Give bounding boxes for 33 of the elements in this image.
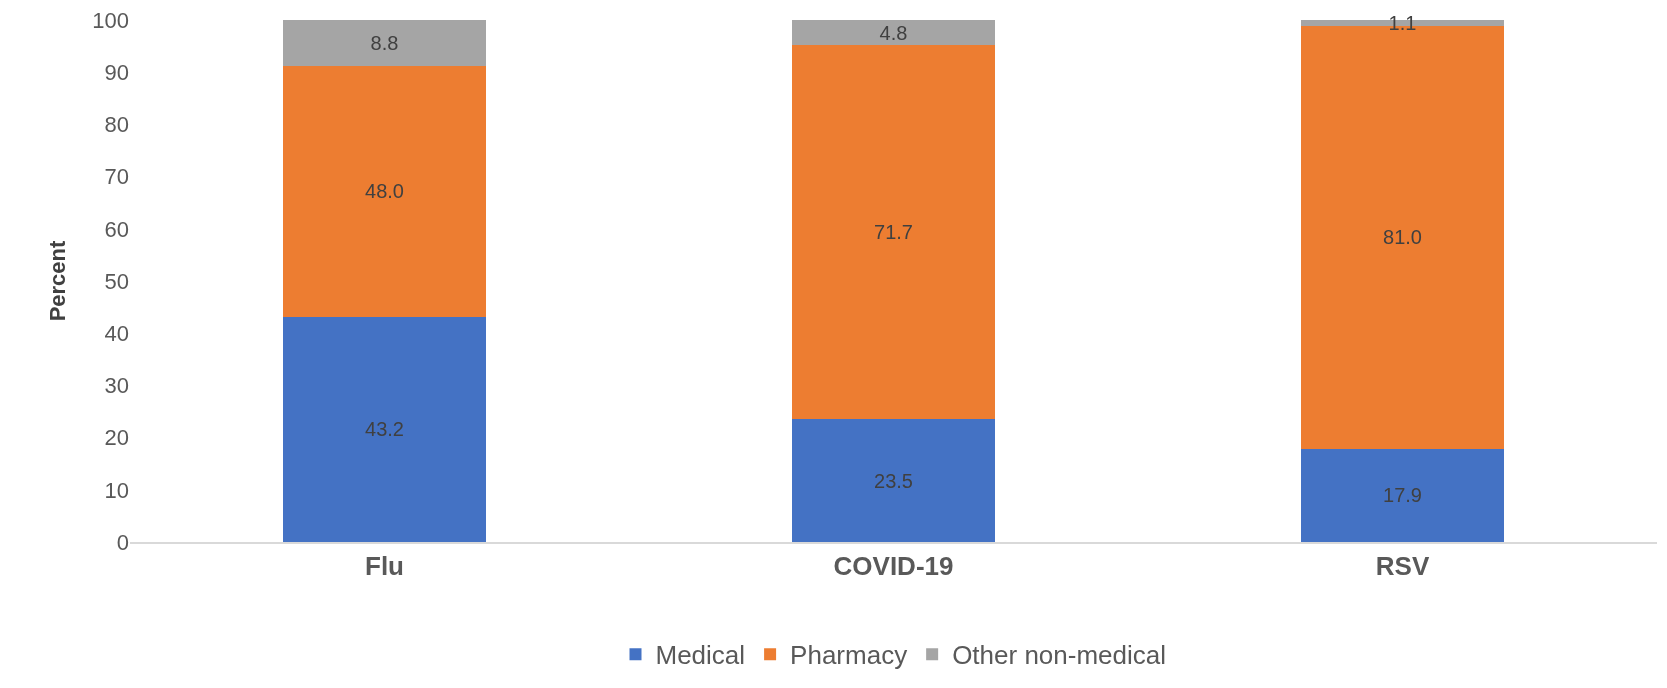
data-label: 43.2 — [365, 418, 404, 441]
bar — [791, 419, 996, 542]
x-tick-label: Flu — [365, 550, 404, 581]
bar — [282, 316, 487, 542]
y-tick-label: 40 — [104, 320, 129, 346]
data-label: 8.8 — [370, 31, 399, 54]
y-tick-label: 100 — [92, 7, 129, 33]
bar — [282, 20, 487, 66]
data-label: 23.5 — [874, 469, 913, 492]
y-tick-label: 20 — [104, 425, 129, 451]
legend-label: Medical — [655, 640, 746, 671]
data-label: 81.0 — [1383, 226, 1422, 249]
data-label: 71.7 — [874, 221, 913, 244]
y-tick-label: 50 — [104, 268, 129, 294]
data-label: 48.0 — [365, 180, 404, 203]
bar — [1300, 448, 1505, 542]
y-tick-label: 30 — [104, 373, 129, 399]
x-tick-label: COVID-19 — [833, 550, 954, 581]
y-axis-title: Percent — [45, 239, 71, 322]
y-tick-label: 90 — [104, 59, 129, 85]
data-label: 17.9 — [1383, 484, 1422, 507]
legend-label: Other non-medical — [952, 640, 1167, 671]
y-tick-label: 80 — [104, 112, 129, 138]
x-tick-label: RSV — [1375, 550, 1430, 581]
bar — [791, 20, 996, 46]
y-tick-label: 70 — [104, 164, 129, 190]
y-tick-label: 60 — [104, 216, 129, 242]
y-tick-label: 0 — [116, 529, 129, 555]
legend-label: Pharmacy — [790, 640, 908, 671]
data-label: 4.8 — [879, 21, 908, 44]
bar — [791, 45, 996, 420]
y-tick-label: 10 — [104, 477, 129, 503]
bar — [282, 65, 487, 317]
